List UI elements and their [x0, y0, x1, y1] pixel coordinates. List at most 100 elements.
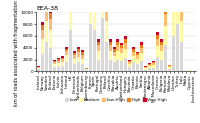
Bar: [89, 24, 92, 71]
Bar: [105, 0, 108, 8]
Bar: [73, 55, 76, 59]
Bar: [41, 39, 44, 54]
Bar: [136, 52, 139, 53]
Bar: [85, 70, 88, 71]
Bar: [61, 58, 64, 59]
Bar: [89, 0, 92, 24]
Bar: [180, 21, 183, 42]
Bar: [109, 42, 112, 45]
Bar: [160, 45, 163, 51]
Bar: [57, 63, 60, 67]
Bar: [152, 62, 155, 63]
Bar: [140, 42, 143, 45]
Bar: [168, 67, 171, 69]
Bar: [97, 45, 100, 51]
Bar: [53, 64, 56, 67]
Bar: [176, 24, 179, 71]
Bar: [69, 6, 72, 30]
Bar: [93, 0, 96, 3]
Bar: [85, 69, 88, 70]
Bar: [109, 60, 112, 71]
Bar: [168, 69, 171, 71]
Bar: [144, 67, 147, 68]
Bar: [156, 46, 159, 57]
Bar: [136, 59, 139, 64]
Bar: [81, 59, 84, 64]
Bar: [97, 42, 100, 45]
Bar: [116, 39, 119, 42]
Bar: [116, 60, 119, 71]
Bar: [81, 64, 84, 71]
Bar: [164, 26, 167, 45]
Bar: [37, 66, 40, 67]
Bar: [172, 0, 175, 12]
Bar: [113, 47, 116, 49]
Bar: [45, 2, 48, 9]
Bar: [109, 39, 112, 42]
Bar: [109, 45, 112, 51]
Bar: [128, 61, 131, 62]
Bar: [81, 55, 84, 59]
Bar: [81, 50, 84, 52]
Bar: [45, 9, 48, 21]
Bar: [144, 68, 147, 70]
Bar: [61, 62, 64, 66]
Bar: [73, 51, 76, 53]
Bar: [65, 51, 68, 55]
Bar: [113, 62, 116, 71]
Bar: [49, 30, 52, 48]
Bar: [77, 62, 80, 71]
Bar: [37, 67, 40, 68]
Bar: [128, 64, 131, 67]
Bar: [45, 0, 48, 2]
Bar: [61, 56, 64, 58]
Bar: [120, 48, 123, 53]
Bar: [53, 60, 56, 61]
Bar: [109, 51, 112, 60]
Bar: [77, 57, 80, 62]
Bar: [124, 39, 127, 43]
Bar: [57, 61, 60, 63]
Bar: [156, 57, 159, 71]
Bar: [120, 45, 123, 48]
Bar: [132, 62, 135, 71]
Bar: [49, 9, 52, 14]
Bar: [97, 60, 100, 71]
Bar: [148, 68, 151, 71]
Bar: [120, 61, 123, 71]
Bar: [65, 62, 68, 71]
Bar: [37, 68, 40, 69]
Bar: [97, 39, 100, 42]
Bar: [124, 36, 127, 39]
Bar: [148, 65, 151, 66]
Bar: [148, 63, 151, 64]
Bar: [152, 63, 155, 65]
Bar: [140, 48, 143, 53]
Bar: [85, 68, 88, 69]
Bar: [53, 67, 56, 71]
Bar: [132, 56, 135, 62]
Bar: [41, 22, 44, 25]
Bar: [61, 66, 64, 71]
Bar: [45, 42, 48, 71]
Bar: [132, 47, 135, 49]
Bar: [45, 21, 48, 42]
Bar: [61, 59, 64, 62]
Bar: [168, 66, 171, 67]
Bar: [156, 35, 159, 39]
Bar: [164, 45, 167, 71]
Bar: [156, 39, 159, 46]
Bar: [65, 47, 68, 49]
Bar: [57, 59, 60, 61]
Bar: [152, 65, 155, 68]
Bar: [180, 42, 183, 71]
Bar: [140, 61, 143, 71]
Bar: [188, 70, 191, 71]
Y-axis label: km of roads associated with fragmentation pressure: km of roads associated with fragmentatio…: [14, 0, 19, 106]
Bar: [81, 52, 84, 55]
Bar: [160, 39, 163, 42]
Bar: [93, 3, 96, 30]
Bar: [164, 0, 167, 6]
Bar: [77, 47, 80, 49]
Bar: [140, 45, 143, 48]
